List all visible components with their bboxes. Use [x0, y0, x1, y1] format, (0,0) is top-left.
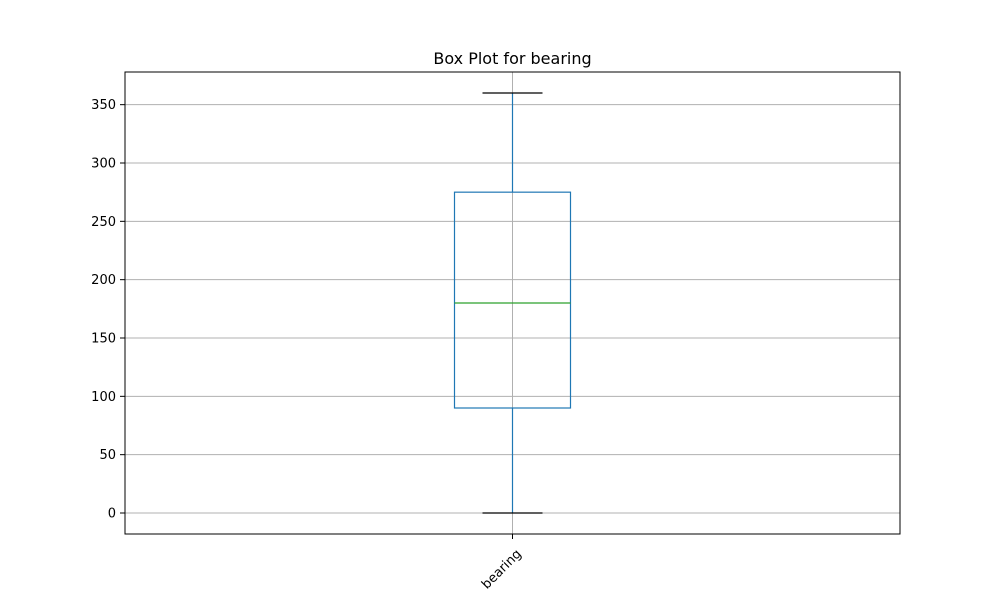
y-tick-label: 100: [91, 390, 116, 405]
y-tick-label: 250: [91, 215, 116, 230]
chart-title: Box Plot for bearing: [433, 49, 591, 68]
y-tick-label: 350: [91, 98, 116, 113]
box-plot: [453, 92, 572, 514]
box-iqr: [453, 191, 572, 409]
y-tick-label: 50: [99, 448, 116, 463]
y-tick-label: 200: [91, 273, 116, 288]
y-tick-label: 150: [91, 332, 116, 347]
y-tick-label: 0: [108, 507, 116, 522]
y-tick-label: 300: [91, 157, 116, 172]
x-axis-ticks: bearing: [479, 534, 525, 592]
y-axis-ticks: 0 50 100 150 200 250 300 350: [91, 98, 125, 522]
x-tick-label: bearing: [479, 547, 525, 593]
